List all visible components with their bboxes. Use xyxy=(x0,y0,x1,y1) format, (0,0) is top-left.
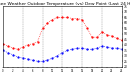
Title: Milwaukee Weather Outdoor Temperature (vs) Dew Point (Last 24 Hours): Milwaukee Weather Outdoor Temperature (v… xyxy=(0,2,130,6)
